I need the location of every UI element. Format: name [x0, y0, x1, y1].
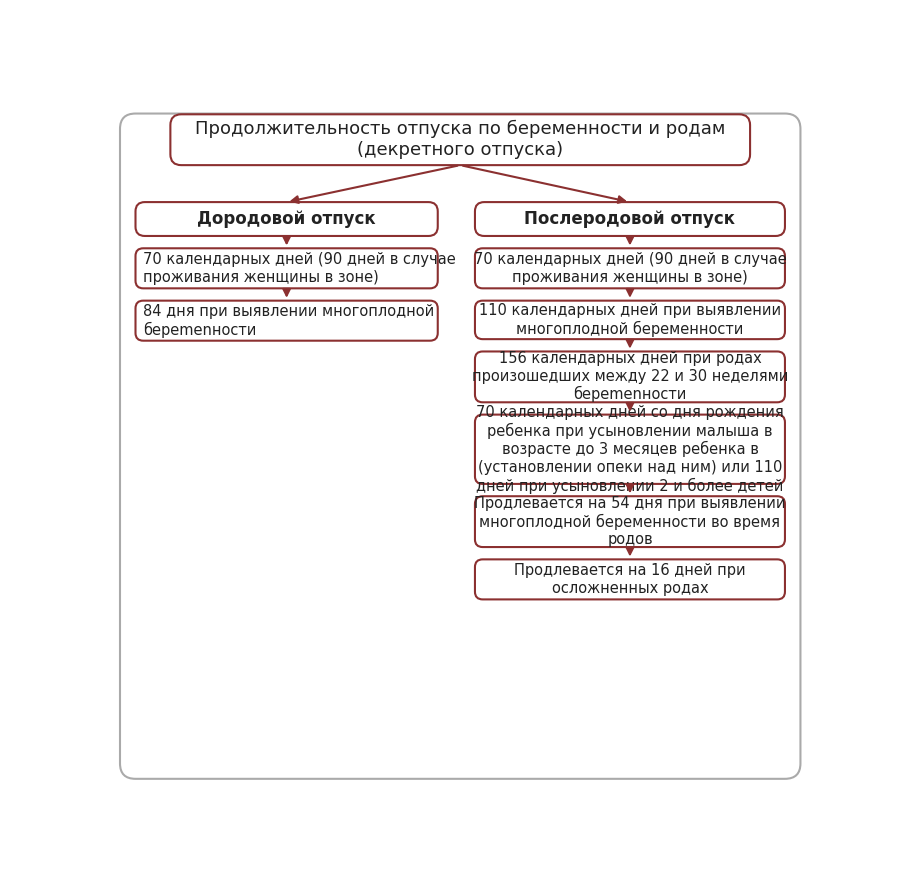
- FancyBboxPatch shape: [120, 114, 800, 779]
- Text: 156 календарных дней при родах
произошедших между 22 и 30 неделями
берemenности: 156 календарных дней при родах произошед…: [471, 351, 788, 402]
- FancyBboxPatch shape: [136, 301, 437, 340]
- FancyBboxPatch shape: [171, 115, 750, 165]
- Text: Дородовой отпуск: Дородовой отпуск: [198, 210, 376, 228]
- Text: Продлевается на 54 дня при выявлении
многоплодной беременности во время
родов: Продлевается на 54 дня при выявлении мно…: [474, 496, 786, 547]
- Text: 110 календарных дней при выявлении
многоплодной беременности: 110 календарных дней при выявлении много…: [479, 303, 781, 337]
- FancyBboxPatch shape: [475, 249, 785, 288]
- Text: Продолжительность отпуска по беременности и родам
(декретного отпуска): Продолжительность отпуска по беременност…: [195, 120, 726, 160]
- Text: 70 календарных дней (90 дней в случае
проживания женщины в зоне): 70 календарных дней (90 дней в случае пр…: [473, 252, 787, 285]
- Text: 70 календарных дней (90 дней в случае
проживания женщины в зоне): 70 календарных дней (90 дней в случае пр…: [144, 252, 456, 285]
- Text: Послеродовой отпуск: Послеродовой отпуск: [524, 210, 735, 228]
- FancyBboxPatch shape: [475, 497, 785, 547]
- FancyBboxPatch shape: [475, 415, 785, 484]
- FancyBboxPatch shape: [475, 559, 785, 600]
- FancyBboxPatch shape: [475, 351, 785, 402]
- FancyBboxPatch shape: [475, 301, 785, 340]
- Text: Продлевается на 16 дней при
осложненных родах: Продлевается на 16 дней при осложненных …: [515, 564, 745, 595]
- FancyBboxPatch shape: [136, 249, 437, 288]
- FancyBboxPatch shape: [475, 202, 785, 236]
- FancyBboxPatch shape: [136, 202, 437, 236]
- Text: 84 дня при выявлении многоплодной
берemenности: 84 дня при выявлении многоплодной берeme…: [144, 303, 435, 338]
- Text: 70 календарных дней со дня рождения
ребенка при усыновлении малыша в
возрасте до: 70 календарных дней со дня рождения ребе…: [476, 405, 784, 494]
